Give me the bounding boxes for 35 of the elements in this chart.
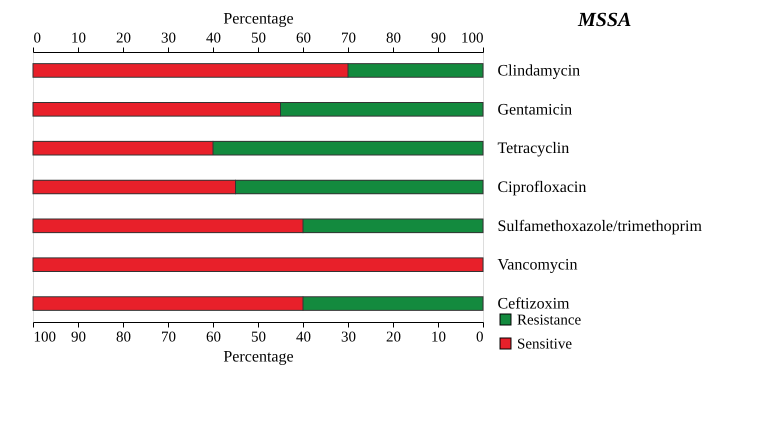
x-tick-label: 40: [296, 330, 311, 346]
legend-label: Resistance: [517, 312, 582, 328]
x2-tick-label: 60: [296, 30, 311, 46]
x2-tick-label: 10: [71, 30, 86, 46]
x2-tick-label: 100: [461, 30, 484, 46]
legend-label: Sensitive: [517, 336, 572, 352]
y-tick-label: Ceftizoxim: [498, 296, 570, 313]
y-tick-label: Vancomycin: [498, 256, 578, 274]
y-tick-label: Sulfamethoxazole/trimethoprim: [498, 218, 702, 235]
y-tick-label: Tetracyclin: [498, 140, 570, 158]
x-tick-label: 20: [386, 330, 401, 346]
x-tick-label: 30: [341, 330, 356, 346]
x2-tick-label: 70: [341, 30, 356, 46]
x-axis-title: Percentage: [223, 348, 294, 366]
x2-tick-label: 50: [251, 30, 266, 46]
text: MSSA: [577, 9, 632, 31]
y-tick-label: Ciprofloxacin: [498, 179, 586, 196]
x2-tick-label: 90: [431, 30, 446, 46]
x-tick-label: 70: [161, 330, 176, 346]
x-tick-label: 60: [206, 330, 221, 346]
x2-tick-label: 30: [161, 30, 176, 46]
bar: [32, 257, 484, 272]
x-tick-label: 50: [251, 330, 266, 346]
x-tick-label: 90: [71, 330, 86, 346]
x-tick-label: 0: [476, 330, 484, 346]
x2-tick-label: 40: [206, 30, 221, 46]
x-tick-label: 10: [431, 330, 446, 346]
x-tick-label: 80: [116, 330, 131, 346]
x2-tick-label: 0: [34, 30, 41, 46]
y-tick-label: Gentamicin: [498, 101, 572, 118]
y-tick-label: Clindamycin: [498, 62, 580, 80]
x2-tick-label: 80: [386, 30, 401, 46]
x-tick-label: 100: [34, 330, 56, 346]
x2-axis-title: Percentage: [223, 10, 294, 28]
x2-tick-label: 20: [116, 30, 131, 46]
